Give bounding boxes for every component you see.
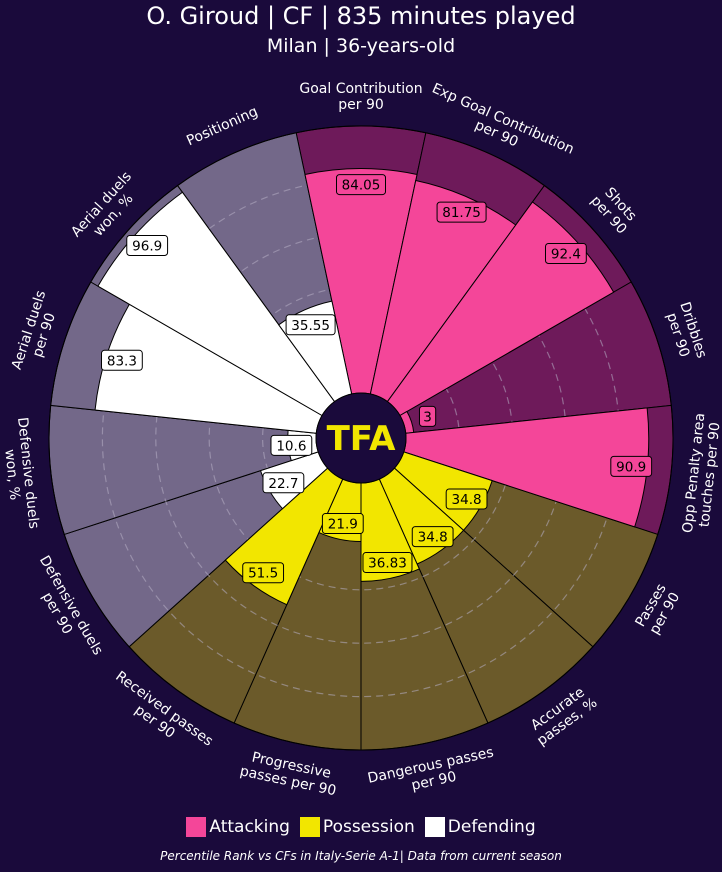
category-label-line: won, % [1,448,22,500]
value-label-4: 3 [423,409,432,425]
value-label-1: 84.05 [342,178,381,194]
value-label-14: 96.9 [132,238,162,254]
category-label-5: Opp Penalty areatouches per 90 [680,412,722,535]
center-circle [315,392,407,484]
category-label-1: Goal Contribution per 90 [299,81,422,113]
category-label-4: Dribblesper 90 [661,300,709,365]
value-label-box-2 [436,201,487,223]
value-label-box-1 [336,174,386,196]
legend-swatch-possession [299,817,320,837]
value-label-box-5 [610,455,653,477]
category-label-line: per 90 [338,97,384,113]
legend: Attacking Possession Defending [0,817,722,837]
chart-subtitle: Milan | 36-years-old [266,35,456,57]
category-label-line: Positioning [184,104,260,150]
value-label-box-9 [321,513,364,535]
value-label-2: 81.75 [442,205,481,221]
value-label-7: 34.8 [418,530,448,546]
value-label-box-7 [411,526,454,548]
value-label-3: 92.4 [551,247,581,263]
value-label-10: 51.5 [248,566,278,582]
legend-label-possession: Possession [322,817,415,837]
category-label-line: Goal Contribution [299,81,422,97]
value-label-box-10 [242,562,285,584]
legend-item-attacking: Attacking [186,817,290,837]
category-label-3: Shotsper 90 [587,182,641,237]
value-label-15: 35.55 [291,318,330,334]
chart-title: O. Giroud | CF | 835 minutes played [146,2,576,30]
value-label-13: 83.3 [107,353,137,369]
value-label-box-6 [445,488,488,510]
legend-label-attacking: Attacking [209,817,290,837]
outer-ring [48,125,674,751]
value-label-box-4 [418,405,437,427]
value-label-box-12 [270,434,313,456]
value-label-11: 22.7 [268,476,298,492]
value-label-box-11 [262,472,305,494]
value-label-6: 34.8 [452,492,482,508]
value-label-box-8 [362,552,413,574]
legend-item-defending: Defending [424,817,536,837]
value-label-5: 90.9 [616,459,646,475]
value-label-box-3 [544,243,587,265]
legend-item-possession: Possession [299,817,415,837]
category-label-13: Aerial duelsper 90 [9,289,65,377]
legend-swatch-defending [424,817,445,837]
footnote: Percentile Rank vs CFs in Italy-Serie A-… [160,849,562,863]
value-label-8: 36.83 [368,556,407,572]
value-label-9: 21.9 [328,517,358,533]
center-logo-text: TFA [327,419,397,459]
value-label-box-13 [100,349,143,371]
value-label-box-15 [285,314,336,336]
legend-label-defending: Defending [447,817,536,837]
category-label-12: Defensive duelswon, % [0,417,42,532]
category-label-8: Dangerous passesper 90 [366,745,498,803]
value-label-box-14 [126,234,169,256]
category-label-15: Positioning [184,104,260,150]
category-label-6: Passesper 90 [632,581,683,638]
legend-swatch-attacking [186,817,207,837]
category-label-9: Progressivepasses per 90 [238,748,340,800]
value-label-12: 10.6 [276,438,306,454]
